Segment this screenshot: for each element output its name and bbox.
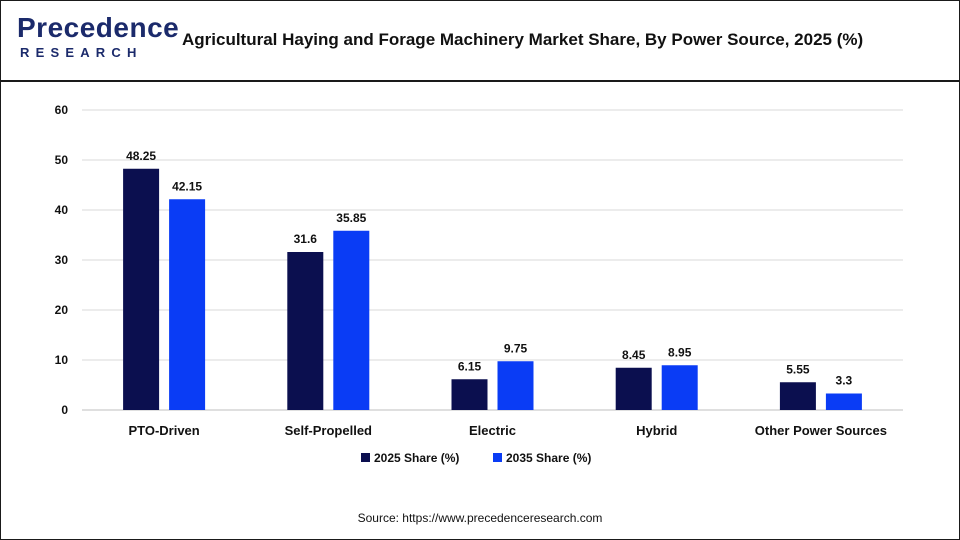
legend-label: 2035 Share (%)	[506, 451, 591, 465]
y-tick-label: 0	[61, 403, 68, 417]
y-tick-label: 10	[55, 353, 69, 367]
y-tick-label: 60	[55, 103, 69, 117]
bar	[779, 382, 816, 410]
bar	[825, 393, 862, 410]
bar	[123, 168, 160, 410]
chart-title: Agricultural Haying and Forage Machinery…	[182, 30, 864, 49]
bar	[497, 361, 534, 410]
y-tick-label: 50	[55, 153, 69, 167]
data-label: 6.15	[458, 359, 482, 373]
data-label: 8.45	[622, 348, 646, 362]
bar	[333, 230, 370, 410]
bar	[451, 379, 488, 410]
legend-label: 2025 Share (%)	[374, 451, 459, 465]
bar	[169, 199, 206, 410]
data-label: 8.95	[668, 345, 692, 359]
data-label: 35.85	[336, 211, 366, 225]
data-label: 5.55	[786, 362, 810, 376]
x-tick-label: Electric	[469, 423, 516, 438]
data-label: 31.6	[294, 232, 318, 246]
source-note: Source: https://www.precedenceresearch.c…	[357, 511, 603, 525]
x-tick-label: Self-Propelled	[285, 423, 372, 438]
logo-wordmark: Precedence	[17, 12, 180, 43]
bar	[615, 367, 652, 410]
data-label: 48.25	[126, 149, 156, 163]
header: Precedence RESEARCH Agricultural Haying …	[0, 0, 960, 82]
y-tick-label: 20	[55, 303, 69, 317]
logo-subtext: RESEARCH	[20, 45, 143, 60]
header-divider	[0, 80, 960, 82]
x-tick-label: PTO-Driven	[128, 423, 199, 438]
data-label: 42.15	[172, 179, 202, 193]
x-tick-label: Hybrid	[636, 423, 677, 438]
y-tick-label: 30	[55, 253, 69, 267]
bar	[661, 365, 698, 410]
precedence-research-logo: Precedence RESEARCH	[17, 12, 179, 64]
x-tick-label: Other Power Sources	[755, 423, 887, 438]
legend-swatch	[493, 453, 502, 462]
bar	[287, 252, 324, 410]
data-label: 9.75	[504, 341, 528, 355]
data-label: 3.3	[836, 374, 853, 388]
y-tick-label: 40	[55, 203, 69, 217]
legend-swatch	[361, 453, 370, 462]
